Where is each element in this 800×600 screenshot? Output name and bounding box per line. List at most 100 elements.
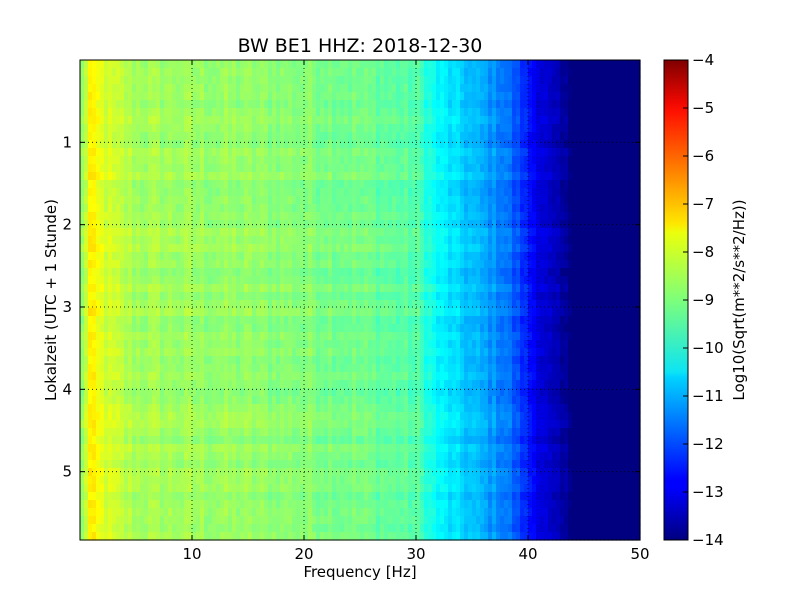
heatmap-cell	[124, 324, 129, 333]
heatmap-cell	[580, 124, 585, 133]
heatmap-cell	[364, 84, 369, 93]
heatmap-cell	[128, 220, 133, 229]
heatmap-cell	[580, 164, 585, 173]
heatmap-cell	[96, 124, 101, 133]
heatmap-cell	[552, 108, 557, 117]
heatmap-cell	[388, 60, 393, 69]
heatmap-cell	[296, 132, 301, 141]
heatmap-cell	[128, 212, 133, 221]
heatmap-cell	[260, 204, 265, 213]
heatmap-cell	[84, 236, 89, 245]
heatmap-cell	[404, 84, 409, 93]
heatmap-cell	[80, 204, 85, 213]
heatmap-cell	[536, 292, 541, 301]
heatmap-cell	[440, 260, 445, 269]
heatmap-cell	[576, 300, 581, 309]
heatmap-cell	[568, 164, 573, 173]
heatmap-cell	[120, 308, 125, 317]
heatmap-cell	[344, 332, 349, 341]
heatmap-cell	[288, 212, 293, 221]
heatmap-cell	[168, 324, 173, 333]
heatmap-cell	[140, 260, 145, 269]
heatmap-cell	[576, 188, 581, 197]
heatmap-cell	[160, 60, 165, 69]
heatmap-cell	[404, 332, 409, 341]
heatmap-cell	[592, 84, 597, 93]
heatmap-cell	[572, 292, 577, 301]
heatmap-cell	[436, 340, 441, 349]
heatmap-cell	[612, 324, 617, 333]
heatmap-cell	[392, 124, 397, 133]
heatmap-cell	[308, 108, 313, 117]
heatmap-cell	[392, 140, 397, 149]
heatmap-cell	[144, 260, 149, 269]
heatmap-cell	[580, 276, 585, 285]
heatmap-cell	[208, 172, 213, 181]
heatmap-cell	[292, 196, 297, 205]
heatmap-cell	[516, 60, 521, 69]
heatmap-cell	[104, 252, 109, 261]
heatmap-cell	[176, 68, 181, 77]
heatmap-cell	[592, 236, 597, 245]
heatmap-cell	[372, 236, 377, 245]
heatmap-cell	[632, 260, 637, 269]
heatmap-cell	[140, 284, 145, 293]
heatmap-cell	[504, 204, 509, 213]
heatmap-cell	[220, 236, 225, 245]
heatmap-cell	[576, 164, 581, 173]
heatmap-cell	[268, 292, 273, 301]
heatmap-cell	[140, 228, 145, 237]
heatmap-cell	[296, 68, 301, 77]
heatmap-cell	[320, 84, 325, 93]
heatmap-cell	[544, 204, 549, 213]
heatmap-cell	[524, 220, 529, 229]
heatmap-cell	[536, 268, 541, 277]
heatmap-cell	[148, 164, 153, 173]
heatmap-cell	[620, 124, 625, 133]
heatmap-cell	[588, 236, 593, 245]
heatmap-cell	[88, 108, 93, 117]
heatmap-cell	[580, 260, 585, 269]
heatmap-cell	[180, 212, 185, 221]
heatmap-cell	[88, 124, 93, 133]
heatmap-cell	[124, 268, 129, 277]
heatmap-cell	[196, 84, 201, 93]
heatmap-cell	[588, 140, 593, 149]
heatmap-cell	[388, 84, 393, 93]
heatmap-cell	[512, 60, 517, 69]
heatmap-cell	[332, 60, 337, 69]
heatmap-cell	[384, 228, 389, 237]
heatmap-cell	[416, 292, 421, 301]
heatmap-cell	[112, 172, 117, 181]
heatmap-cell	[336, 124, 341, 133]
heatmap-cell	[408, 108, 413, 117]
heatmap-cell	[480, 188, 485, 197]
heatmap-cell	[440, 164, 445, 173]
heatmap-cell	[392, 100, 397, 109]
heatmap-cell	[572, 172, 577, 181]
heatmap-cell	[312, 332, 317, 341]
heatmap-cell	[456, 100, 461, 109]
heatmap-cell	[276, 76, 281, 85]
heatmap-cell	[460, 204, 465, 213]
heatmap-cell	[80, 340, 85, 349]
heatmap-cell	[524, 180, 529, 189]
heatmap-cell	[152, 132, 157, 141]
heatmap-cell	[156, 148, 161, 157]
heatmap-cell	[112, 324, 117, 333]
heatmap-cell	[108, 236, 113, 245]
heatmap-cell	[392, 340, 397, 349]
heatmap-cell	[444, 164, 449, 173]
heatmap-cell	[320, 164, 325, 173]
heatmap-cell	[356, 332, 361, 341]
heatmap-cell	[348, 212, 353, 221]
heatmap-cell	[280, 148, 285, 157]
heatmap-cell	[208, 92, 213, 101]
heatmap-cell	[180, 196, 185, 205]
heatmap-cell	[384, 316, 389, 325]
heatmap-cell	[212, 284, 217, 293]
heatmap-cell	[188, 60, 193, 69]
heatmap-cell	[88, 308, 93, 317]
heatmap-cell	[176, 308, 181, 317]
heatmap-cell	[388, 316, 393, 325]
